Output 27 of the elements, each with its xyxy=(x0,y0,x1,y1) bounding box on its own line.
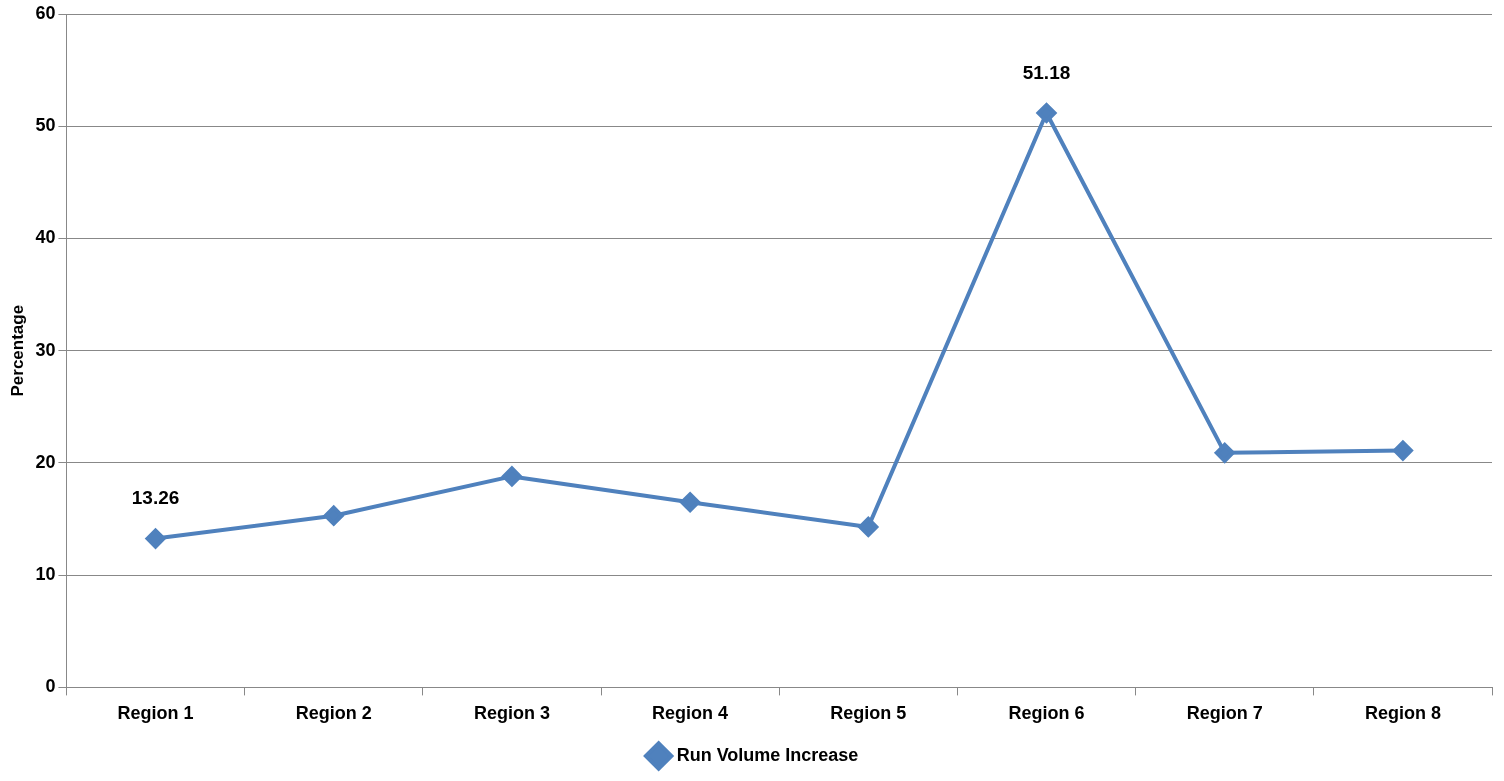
y-tick-label: 20 xyxy=(35,451,56,472)
point xyxy=(858,516,879,537)
y-tick-label: 10 xyxy=(35,564,56,585)
point xyxy=(501,466,522,487)
x-tick-label: Region 6 xyxy=(1008,703,1085,724)
y-axis-title: Percentage xyxy=(7,304,27,397)
x-tick-label: Region 8 xyxy=(1364,703,1441,724)
point xyxy=(680,492,701,513)
y-tick-label: 50 xyxy=(35,115,56,136)
x-tick-label: Region 7 xyxy=(1186,703,1263,724)
x-tick-label: Region 4 xyxy=(652,703,729,724)
legend-label: Run Volume Increase xyxy=(676,744,859,765)
y-tick-label: 30 xyxy=(35,339,56,360)
y-tick-label: 0 xyxy=(45,676,56,697)
x-tick-label: Region 1 xyxy=(117,703,194,724)
y-tick-label: 60 xyxy=(35,2,56,23)
point xyxy=(1392,440,1413,461)
point xyxy=(145,528,166,549)
point xyxy=(1214,442,1235,463)
x-tick-label: Region 5 xyxy=(830,703,907,724)
data-label: 13.26 xyxy=(131,487,180,509)
y-tick-label: 40 xyxy=(35,227,56,248)
x-tick-label: Region 2 xyxy=(295,703,372,724)
point xyxy=(323,505,344,526)
point xyxy=(1036,102,1057,123)
data-label: 51.18 xyxy=(1022,61,1071,83)
x-tick-label: Region 3 xyxy=(473,703,550,724)
